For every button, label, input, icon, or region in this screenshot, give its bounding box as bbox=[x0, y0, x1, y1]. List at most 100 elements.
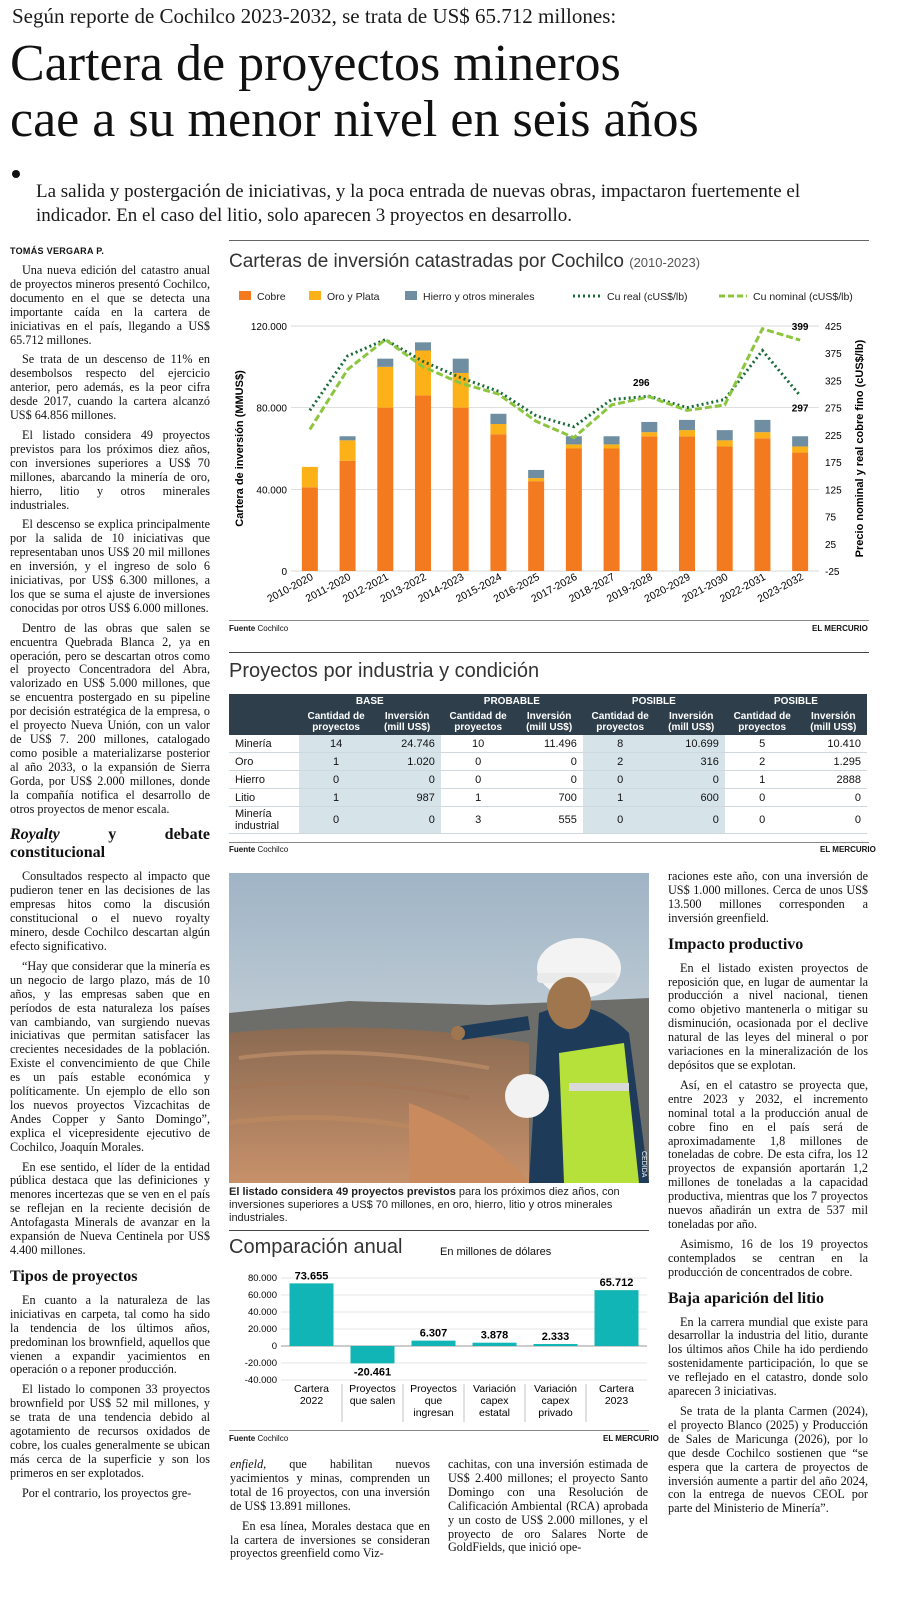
table-cell: 3 bbox=[440, 806, 516, 834]
chart1-source-label: Fuente bbox=[229, 624, 256, 633]
left-tick-label: 0 bbox=[281, 567, 287, 578]
paragraph: Se trata de un descenso de 11% en desemb… bbox=[10, 352, 210, 423]
sub-header-qty: Cantidad de proyectos bbox=[440, 709, 516, 735]
chart1-bottom-rule bbox=[229, 620, 869, 621]
photo-credit: CEDIDA bbox=[640, 1150, 647, 1177]
right-tick-label: 425 bbox=[825, 322, 842, 333]
chart2-title: Comparación anual bbox=[229, 1236, 403, 1258]
sub-header-qty: Cantidad de proyectos bbox=[298, 709, 374, 735]
table-cell: 0 bbox=[657, 770, 725, 789]
group-header: PROBABLE bbox=[440, 694, 583, 709]
royalty-paragraphs: Consultados respecto al impacto que pudi… bbox=[10, 869, 210, 1257]
table-top-rule bbox=[229, 652, 869, 653]
bar-segment bbox=[679, 419, 695, 431]
photo-caption-text: para los próximos diez años, con inversi… bbox=[229, 1186, 620, 1224]
table-cell: 987 bbox=[373, 788, 441, 807]
bar-segment bbox=[452, 407, 469, 571]
table-source-value: Cochilco bbox=[257, 845, 289, 854]
bar-segment bbox=[754, 438, 771, 571]
table-corner bbox=[229, 709, 299, 735]
table-cell: 700 bbox=[515, 788, 583, 807]
table-row: Minería industrial 0 0 3 555 0 0 0 0 bbox=[229, 806, 867, 834]
bar-segment bbox=[377, 366, 394, 408]
table-row: Minería 14 24.746 10 11.496 8 10.699 5 10.410 bbox=[229, 735, 867, 753]
table-group-header: BASE PROBABLE POSIBLE POSIBLE bbox=[229, 694, 867, 709]
paragraph: Se trata de la planta Carmen (2024), el … bbox=[668, 1404, 868, 1516]
chart1-title: Carteras de inversión catastradas por Co… bbox=[229, 251, 700, 273]
sub-header-qty: Cantidad de proyectos bbox=[724, 709, 800, 735]
right-axis-title: Precio nominal y real cobre fino (cUS$/l… bbox=[854, 339, 866, 557]
right-tick-label: 375 bbox=[825, 349, 842, 360]
row-label: Minería bbox=[229, 735, 299, 753]
sub-header-inv: Inversión (mill US$) bbox=[373, 709, 441, 735]
y-tick-label: 60.000 bbox=[248, 1290, 277, 1301]
y-tick-label: 40.000 bbox=[248, 1307, 277, 1318]
group-header: BASE bbox=[298, 694, 441, 709]
chart2-source-label: Fuente bbox=[229, 1434, 256, 1443]
dek: La salida y postergación de iniciativas,… bbox=[36, 181, 801, 226]
y-tick-label: -40.000 bbox=[245, 1375, 277, 1386]
headline: Cartera de proyectos mineros cae a su me… bbox=[10, 36, 890, 148]
bar-segment bbox=[679, 430, 695, 437]
legend-label: Cu real (cUS$/lb) bbox=[607, 291, 688, 303]
bar-segment bbox=[301, 466, 318, 488]
paragraph: Dentro de las obras que salen se encuent… bbox=[10, 620, 210, 816]
table-cell: 316 bbox=[657, 752, 725, 771]
legend-label: Cu nominal (cUS$/lb) bbox=[753, 291, 853, 303]
litio-paragraphs: En la carrera mundial que existe para de… bbox=[668, 1315, 868, 1517]
photo-caption-bold: El listado considera 49 proyectos previs… bbox=[229, 1186, 456, 1198]
table-cell: 0 bbox=[799, 806, 867, 834]
table-cell: 0 bbox=[582, 806, 658, 834]
table-cell: 1.295 bbox=[799, 752, 867, 771]
table-cell: 2 bbox=[582, 752, 658, 771]
row-label: Litio bbox=[229, 788, 299, 807]
chart2-source: Fuente Cochilco bbox=[229, 1434, 288, 1443]
group-header: POSIBLE bbox=[724, 694, 867, 709]
table-cell: 1 bbox=[298, 788, 374, 807]
paragraph: El listado considera 49 proyectos previs… bbox=[10, 427, 210, 512]
left-paragraphs: Una nueva edición del catastro anual de … bbox=[10, 264, 210, 816]
bar-segment bbox=[452, 358, 469, 373]
table-cell: 1 bbox=[582, 788, 658, 807]
chart2-publisher: EL MERCURIO bbox=[603, 1434, 659, 1443]
table-cell: 1.020 bbox=[373, 752, 441, 771]
x-category-label: que bbox=[425, 1395, 443, 1407]
right-tick-label: -25 bbox=[825, 567, 840, 578]
right-tick-label: 125 bbox=[825, 485, 842, 496]
x-category-label: privado bbox=[538, 1407, 573, 1419]
annual-comparison-chart: 80.000 60.000 40.000 20.000 0 -20.000 -40.000 7… bbox=[245, 1270, 647, 1422]
y-tick-label: 20.000 bbox=[248, 1324, 277, 1335]
table-cell: 1 bbox=[440, 788, 516, 807]
paragraph: Consultados respecto al impacto que pudi… bbox=[10, 869, 210, 953]
y-tick-label: 0 bbox=[272, 1341, 277, 1352]
bar-value-label: 2.333 bbox=[542, 1331, 570, 1343]
table-source: Fuente Cochilco bbox=[229, 845, 288, 854]
table-row: Hierro 0 0 0 0 0 0 1 2888 bbox=[229, 770, 867, 789]
bar-segment bbox=[716, 440, 733, 447]
paragraph: En el listado existen proyectos de repos… bbox=[668, 960, 868, 1072]
headline-line-1: Cartera de proyectos mineros bbox=[10, 35, 621, 92]
legend-swatch bbox=[239, 291, 251, 300]
headline-line-2: cae a su menor nivel en seis años bbox=[10, 91, 699, 148]
x-category-label: Proyectos bbox=[349, 1383, 396, 1395]
bar-segment bbox=[603, 448, 620, 571]
bar-segment bbox=[792, 446, 809, 453]
bar-segment bbox=[565, 448, 582, 571]
comparison-bar bbox=[289, 1283, 334, 1346]
x-category-label: 2023 bbox=[605, 1395, 629, 1407]
table-bottom-rule bbox=[229, 842, 869, 843]
group-header: POSIBLE bbox=[582, 694, 725, 709]
left-tick-label: 40.000 bbox=[256, 485, 287, 496]
x-category-label: Proyectos bbox=[410, 1383, 457, 1395]
table-row: Litio 1 987 1 700 1 600 0 0 bbox=[229, 788, 867, 807]
bar-segment bbox=[641, 436, 658, 571]
heading-impacto: Impacto productivo bbox=[668, 935, 804, 953]
left-column: Una nueva edición del catastro anual de … bbox=[10, 264, 210, 1600]
sub-header-inv: Inversión (mill US$) bbox=[799, 709, 867, 735]
table-cell: 0 bbox=[298, 806, 374, 834]
table-cell: 555 bbox=[515, 806, 583, 834]
table-cell: 24.746 bbox=[373, 735, 441, 753]
bar-segment bbox=[641, 432, 658, 437]
bar-segment bbox=[490, 413, 507, 424]
x-category-label: estatal bbox=[479, 1407, 510, 1419]
